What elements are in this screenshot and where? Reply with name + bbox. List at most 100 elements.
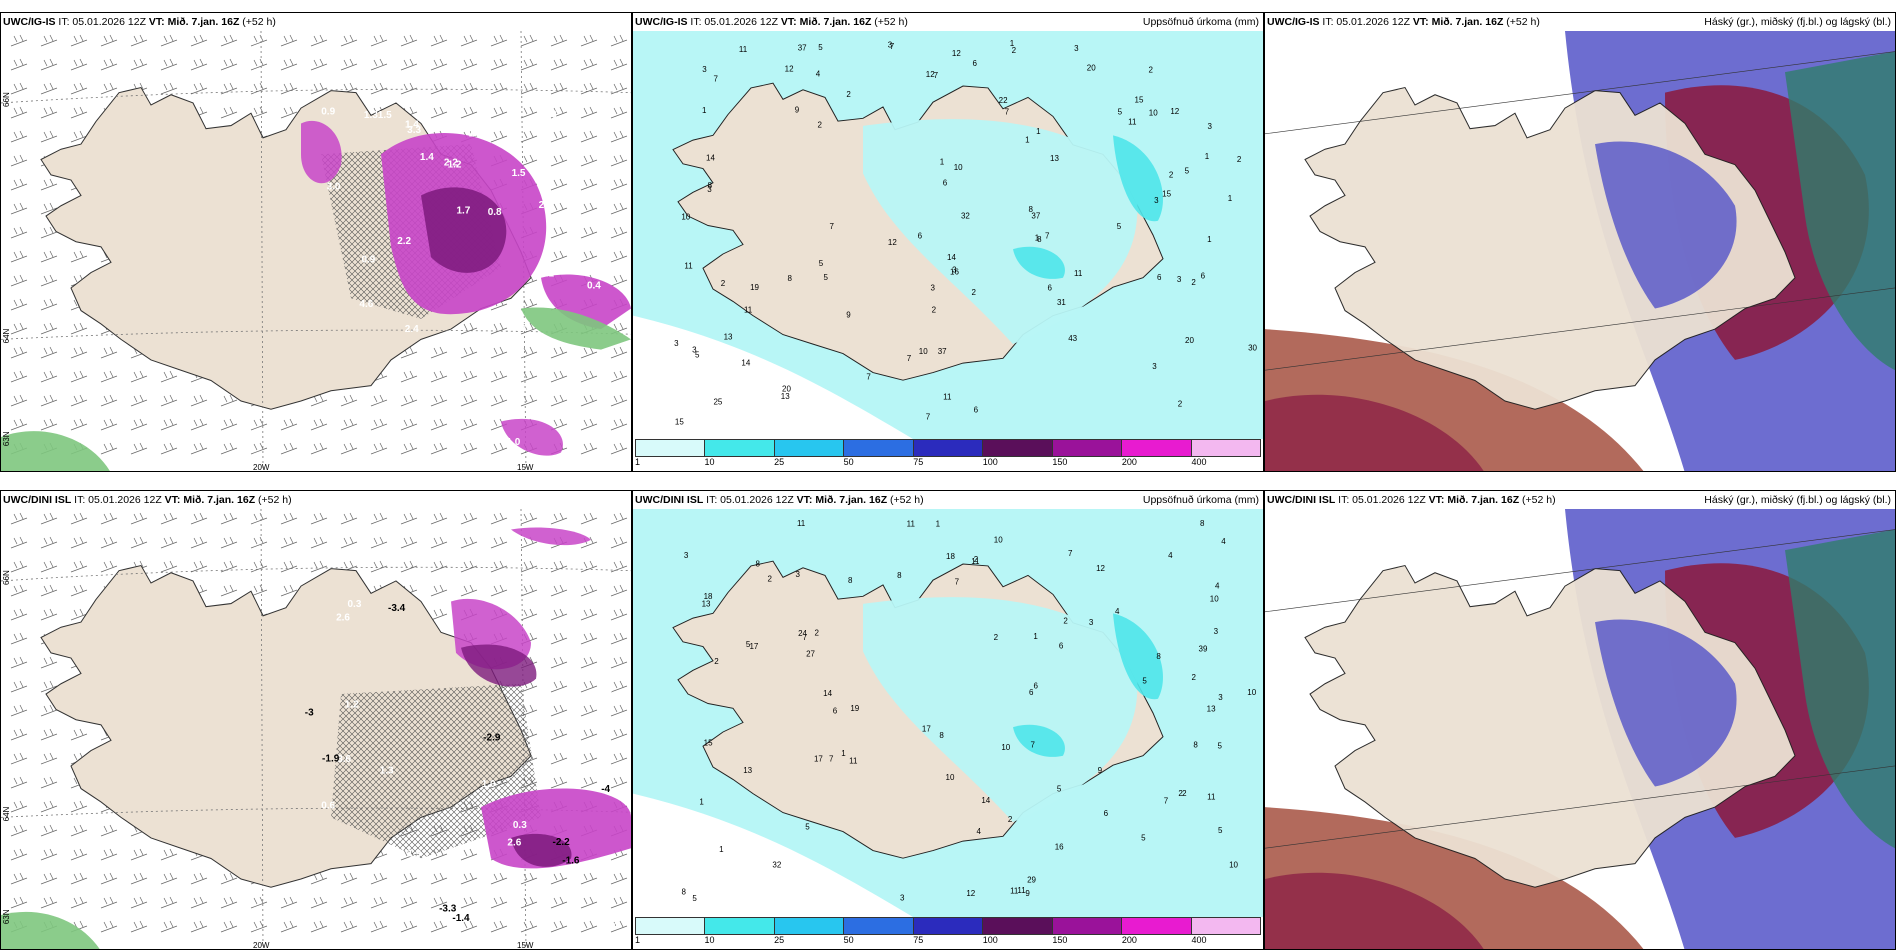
colorbar-swatch: [705, 918, 775, 934]
precip-value: 1.7: [570, 154, 584, 165]
precip-value: 1.3: [380, 766, 394, 777]
precip-value: 14: [823, 689, 832, 698]
map-panel-6: UWC/DINI ISL IT: 05.01.2026 12Z VT: Mið.…: [1264, 490, 1896, 950]
precip-value: 2: [994, 633, 999, 642]
colorbar-swatch: [1052, 918, 1123, 934]
precip-value: 9: [795, 105, 800, 114]
init-time: IT: 05.01.2026 12Z: [1322, 16, 1410, 28]
map-canvas[interactable]: 66N 64N 63N 20W 15W 1.2 0.6 -2.2 1.0 0.5 2.2 3.6 2.6…: [1, 509, 631, 950]
precip-value: 1.31.5: [364, 110, 392, 121]
precip-value: 1: [1228, 194, 1233, 203]
map-border-line: [1265, 287, 1895, 371]
precip-value: 11: [849, 756, 858, 765]
panel-header: UWC/DINI ISL IT: 05.01.2026 12Z VT: Mið.…: [1, 491, 631, 509]
precip-value: 1: [936, 519, 941, 528]
precip-value: 5: [1218, 742, 1223, 751]
model-name: UWC/DINI ISL: [1267, 494, 1336, 506]
colorbar-label: 25: [774, 457, 785, 467]
precip-value: 5: [824, 273, 829, 282]
precip-value: 43: [1068, 334, 1077, 343]
map-canvas[interactable]: 1221333313355753715132230372015151253546…: [633, 31, 1263, 439]
precip-value: 6: [943, 179, 948, 188]
precip-value: 4: [1168, 551, 1173, 560]
precip-value: 8: [681, 887, 686, 896]
dry-area: [633, 793, 913, 917]
precip-value: 10: [954, 163, 963, 172]
precip-heavy: [1113, 135, 1163, 222]
precip-value: 10: [1001, 743, 1010, 752]
lat-label: 63N: [2, 431, 11, 446]
precip-value: 9: [1025, 889, 1030, 898]
precip-value: 10: [994, 536, 1003, 545]
precip-value: 2: [1191, 278, 1196, 287]
map-canvas[interactable]: [1265, 31, 1895, 472]
map-panel-4: UWC/DINI ISL IT: 05.01.2026 12Z VT: Mið.…: [0, 490, 632, 950]
precip-value: 2.6: [570, 109, 584, 120]
precip-value: 4: [1215, 581, 1220, 590]
precip-value: -3: [305, 707, 314, 718]
precip-value: 14: [706, 154, 715, 163]
precip-value: 18: [946, 552, 955, 561]
precip-heavy: [1113, 613, 1163, 700]
precip-value: 11: [684, 262, 693, 271]
precip-value: 3: [796, 570, 801, 579]
precip-value: 0.8: [488, 207, 502, 218]
precip-value: 7: [926, 412, 931, 421]
precip-value: 3: [674, 339, 679, 348]
colorbar-label: 200: [1121, 935, 1137, 945]
precip-value: 27: [806, 649, 815, 658]
precip-value: 2: [1169, 171, 1174, 180]
precip-value: 7: [1164, 797, 1169, 806]
precip-value: 7: [866, 373, 871, 382]
precip-value: 6: [1059, 641, 1064, 650]
precip-value: 16: [950, 268, 959, 277]
precip-value: 11: [1010, 886, 1019, 895]
precip-value: 3.3: [407, 125, 421, 136]
precip-value: 8: [1200, 519, 1205, 528]
precip-value: 5: [1118, 108, 1123, 117]
precip-value: 1.5: [512, 168, 526, 179]
precip-value: -2.2: [553, 837, 571, 848]
precip-value: 2: [1191, 673, 1196, 682]
precip-value: 1.2: [345, 700, 359, 711]
precip-value: 4: [816, 69, 821, 78]
precip-value: 3: [900, 894, 905, 903]
precip-value: 15: [1162, 189, 1171, 198]
map-canvas[interactable]: 66N 64N 63N 20W 15W 0.9 0.9 0.4 0.3 2.4 2.2 4.0 0.9 1…: [1, 31, 631, 472]
precip-value: 30: [1248, 343, 1257, 352]
precip-value: 5: [746, 640, 751, 649]
precip-value: 4.0: [341, 433, 355, 444]
precip-value: 11: [1128, 118, 1137, 127]
init-time: IT: 05.01.2026 12Z: [706, 494, 794, 506]
colorbar-swatch: [844, 440, 914, 456]
precip-value: 1: [702, 106, 707, 115]
precip-value: 2: [714, 657, 719, 666]
colorbar-label: 200: [1121, 457, 1137, 467]
colorbar-label: 25: [774, 935, 785, 945]
precip-value: 29: [1027, 875, 1036, 884]
precip-value: 25: [713, 398, 722, 407]
precip-value: 3: [1074, 44, 1079, 53]
lat-label: 64N: [2, 806, 11, 821]
colorbar-swatch: [636, 918, 706, 934]
map-canvas[interactable]: [1265, 509, 1895, 950]
precip-value: 19: [750, 283, 759, 292]
precip-value: 8: [1156, 652, 1161, 661]
precip-value: 2: [768, 574, 773, 583]
precip-value: 10: [1210, 594, 1219, 603]
precip-value: 2.2: [444, 157, 458, 168]
map-border-line: [1265, 529, 1895, 613]
rain-area: [1, 431, 110, 471]
colorbar-label: 150: [1052, 457, 1068, 467]
panel-header: UWC/IG-IS IT: 05.01.2026 12Z VT: Mið. 7.…: [633, 13, 1263, 31]
precip-area: [541, 274, 631, 330]
precip-value: 32: [961, 211, 970, 220]
precip-value: 3: [1154, 196, 1159, 205]
map-panel-2: UWC/IG-IS IT: 05.01.2026 12Z VT: Mið. 7.…: [632, 12, 1264, 472]
precip-heavy: [1013, 724, 1065, 757]
precip-value: 5: [692, 894, 697, 903]
lon-label: 20W: [253, 941, 270, 950]
colorbar-label: 400: [1191, 457, 1207, 467]
panel-title: Háský (gr.), miðský (fj.bl.) og lágský (…: [1704, 494, 1891, 506]
